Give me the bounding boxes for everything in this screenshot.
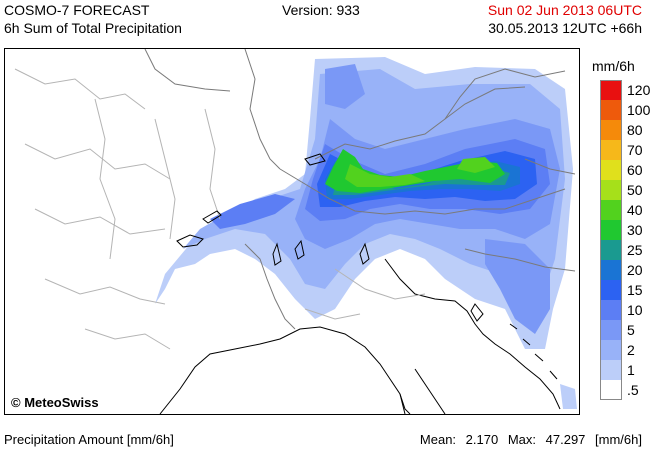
region-borders (14, 68, 426, 350)
legend-item: 15 (600, 280, 650, 300)
legend-item: 1 (600, 360, 650, 380)
mean-value: 2.170 (465, 432, 499, 447)
legend-label: 80 (627, 122, 643, 138)
lake-garda (359, 242, 370, 265)
legend-swatch (600, 160, 622, 180)
legend-item: 2 (600, 340, 650, 360)
legend-label: 1 (627, 362, 635, 378)
version-label: Version: 933 (282, 2, 360, 18)
precipitation-map: © MeteoSwiss (4, 48, 580, 415)
legend-label: 2 (627, 342, 635, 358)
legend-label: 20 (627, 262, 643, 278)
lake-como (294, 239, 305, 260)
legend-item: 60 (600, 160, 650, 180)
valid-time: Sun 02 Jun 2013 06UTC (487, 2, 642, 18)
coastline-islands (509, 323, 558, 380)
precip-area-southeast (485, 239, 550, 334)
legend-item: 70 (600, 140, 650, 160)
legend-swatch (600, 220, 622, 240)
legend-label: 15 (627, 282, 643, 298)
legend-swatch (600, 200, 622, 220)
legend-item: 20 (600, 260, 650, 280)
legend-label: 120 (627, 82, 650, 98)
border-germany-austria (314, 86, 526, 160)
legend-label: 25 (627, 242, 643, 258)
lake-constance (304, 153, 326, 166)
legend-item: 5 (600, 320, 650, 340)
stat-unit: [mm/6h] (595, 432, 642, 447)
border-france-italy (244, 243, 296, 330)
map-canvas (14, 49, 577, 414)
legend-item: .5 (600, 380, 650, 400)
legend-item: 120 (600, 80, 650, 100)
legend-label: 5 (627, 322, 635, 338)
legend-swatch (600, 260, 622, 280)
lake-neuchatel (202, 210, 222, 224)
legend-label: 40 (627, 202, 643, 218)
legend-label: 60 (627, 162, 643, 178)
legend-label: 70 (627, 142, 643, 158)
init-time: 30.05.2013 12UTC +66h (488, 20, 642, 36)
legend-swatch (600, 360, 622, 380)
product-title: 6h Sum of Total Precipitation (4, 20, 182, 36)
legend-swatch (600, 120, 622, 140)
legend-label: 10 (627, 302, 643, 318)
precipitation-field (155, 57, 577, 409)
legend-item: 100 (600, 100, 650, 120)
legend-item: 25 (600, 240, 650, 260)
legend-swatch (600, 80, 622, 100)
footer-statistics: Mean: 2.170 Max: 47.297 [mm/6h] (414, 432, 642, 447)
legend-swatch (600, 340, 622, 360)
legend-swatch (600, 320, 622, 340)
legend-item: 30 (600, 220, 650, 240)
legend-item: 80 (600, 120, 650, 140)
legend-label: 100 (627, 102, 650, 118)
lake-geneva (176, 234, 204, 248)
max-value: 47.297 (545, 432, 586, 447)
max-label: Max: (507, 432, 537, 447)
precip-area-west-band (210, 194, 295, 229)
border-alps (279, 168, 566, 215)
legend-item: 50 (600, 180, 650, 200)
border-hungary (524, 158, 576, 175)
legend-swatch (600, 180, 622, 200)
legend-swatch (600, 100, 622, 120)
country-borders (144, 49, 576, 330)
legend-swatch (600, 140, 622, 160)
mean-label: Mean: (419, 432, 457, 447)
coastline-istria (470, 303, 484, 322)
model-title: COSMO-7 FORECAST (4, 2, 150, 18)
legend-swatch (600, 300, 622, 320)
border-france-germany (244, 49, 281, 170)
border-austria-czech (444, 68, 566, 120)
precip-area-40mm-east (457, 157, 495, 173)
footer-variable-label: Precipitation Amount [mm/6h] (4, 432, 174, 447)
lakes (176, 153, 370, 266)
legend-label: 30 (627, 222, 643, 238)
lake-maggiore (272, 242, 282, 266)
legend-swatch (600, 280, 622, 300)
precip-area-40mm (345, 164, 425, 187)
legend-unit: mm/6h (592, 58, 635, 74)
copyright-label: © MeteoSwiss (11, 395, 99, 410)
legend-label: 50 (627, 182, 643, 198)
legend-item: 40 (600, 200, 650, 220)
legend-item: 10 (600, 300, 650, 320)
legend-swatch (600, 380, 622, 400)
precip-area-south-east-coast (560, 384, 577, 409)
border-slovenia-croatia (464, 248, 576, 272)
border-benelux (144, 49, 231, 92)
precip-area-5mm-north (325, 64, 365, 109)
coastline-tyrrhenian (414, 368, 446, 414)
coastline-ligurian (159, 326, 406, 414)
coastline-corsica (399, 393, 411, 414)
legend-swatch (600, 240, 622, 260)
legend-label: .5 (627, 382, 639, 398)
